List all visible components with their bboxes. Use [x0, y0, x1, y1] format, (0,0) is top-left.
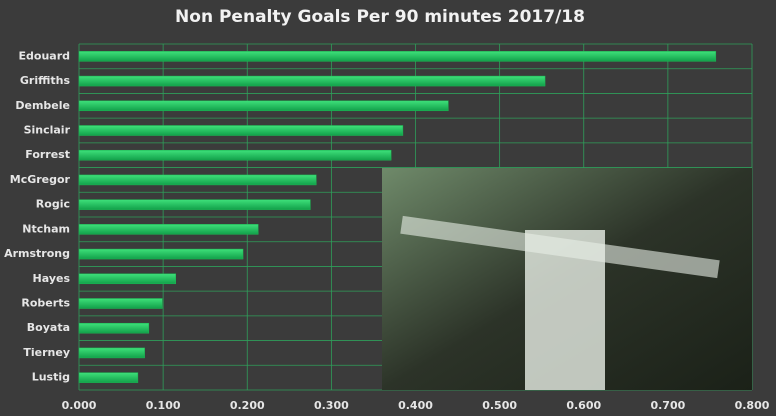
y-tick-label: Lustig	[32, 371, 70, 384]
bar	[78, 347, 145, 359]
bar	[78, 224, 259, 235]
x-tick-label: 0.400	[398, 399, 433, 412]
y-tick-label: Roberts	[21, 297, 70, 310]
x-tick-label: 0.700	[650, 399, 685, 412]
bar	[78, 174, 317, 186]
bar	[78, 298, 163, 309]
x-tick-label: 0.200	[230, 399, 265, 412]
y-tick-label: Tierney	[23, 346, 70, 359]
bar	[78, 199, 311, 210]
bar	[78, 75, 546, 87]
y-tick-label: Edouard	[19, 49, 71, 62]
bar	[78, 100, 449, 112]
bar	[78, 372, 139, 383]
bar	[78, 322, 150, 334]
y-tick-label: McGregor	[10, 173, 71, 186]
x-tick-label: 0.500	[482, 399, 517, 412]
bar	[78, 51, 717, 62]
x-tick-label: 0.800	[735, 399, 770, 412]
x-tick-label: 0.100	[146, 399, 181, 412]
x-tick-label: 0.600	[566, 399, 601, 412]
y-tick-label: Forrest	[25, 148, 70, 161]
y-tick-label: Griffiths	[20, 74, 71, 87]
y-tick-label: Sinclair	[24, 124, 71, 137]
y-tick-label: Rogic	[36, 198, 70, 211]
y-tick-label: Ntcham	[22, 222, 70, 235]
bar	[78, 125, 404, 136]
bar	[78, 149, 392, 161]
x-tick-label: 0.300	[314, 399, 349, 412]
chart-title: Non Penalty Goals Per 90 minutes 2017/18	[175, 7, 585, 27]
y-tick-label: Armstrong	[4, 247, 70, 260]
bar	[78, 273, 176, 285]
x-tick-label: 0.000	[62, 399, 97, 412]
y-tick-label: Hayes	[33, 272, 71, 285]
y-tick-label: Boyata	[27, 321, 70, 334]
y-tick-label: Dembele	[15, 99, 70, 112]
photo	[382, 168, 752, 390]
bar	[78, 248, 244, 260]
